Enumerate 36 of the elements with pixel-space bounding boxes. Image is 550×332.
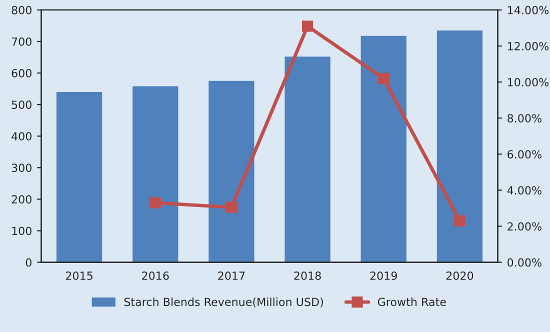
y2-tick-label: 0.00% bbox=[508, 258, 542, 267]
y-tick-label: 200 bbox=[12, 195, 32, 204]
y2-tick-label: 14.00% bbox=[508, 6, 549, 14]
y2-tick-label: 2.00% bbox=[508, 222, 542, 231]
x-tick-label: 2016 bbox=[142, 272, 169, 280]
y-tick-label: 500 bbox=[12, 100, 32, 109]
x-tick-label: 2019 bbox=[370, 272, 397, 280]
x-tick-label: 2017 bbox=[218, 272, 245, 280]
bar bbox=[360, 36, 406, 262]
bar bbox=[132, 86, 178, 262]
point bbox=[226, 202, 238, 213]
bar bbox=[284, 56, 330, 262]
legend-label: Growth Rate bbox=[378, 298, 446, 306]
y-tick-label: 700 bbox=[12, 37, 32, 46]
point bbox=[302, 20, 314, 32]
point bbox=[378, 72, 390, 84]
bar bbox=[56, 92, 102, 262]
bar bbox=[208, 80, 254, 262]
legend-label: Starch Blends Revenue(Million USD) bbox=[124, 298, 323, 308]
x-tick-label: 2015 bbox=[66, 272, 92, 280]
y-tick-label: 800 bbox=[12, 6, 32, 14]
y2-tick-label: 10.00% bbox=[508, 78, 549, 86]
bar bbox=[436, 30, 483, 262]
y-tick-label: 300 bbox=[12, 164, 32, 172]
y2-tick-label: 8.00% bbox=[508, 114, 542, 122]
point bbox=[150, 197, 161, 208]
y-tick-label: 0 bbox=[26, 258, 32, 267]
y2-tick-label: 4.00% bbox=[507, 186, 542, 195]
y-tick-label: 600 bbox=[12, 69, 32, 78]
y-tick-label: 400 bbox=[12, 132, 32, 140]
y2-tick-label: 6.00% bbox=[508, 150, 542, 159]
y-tick-label: 100 bbox=[12, 226, 32, 236]
y2-tick-label: 12.00% bbox=[508, 42, 549, 50]
x-tick-label: 2018 bbox=[294, 272, 321, 280]
x-tick-label: 2020 bbox=[446, 272, 474, 280]
point bbox=[454, 215, 466, 226]
